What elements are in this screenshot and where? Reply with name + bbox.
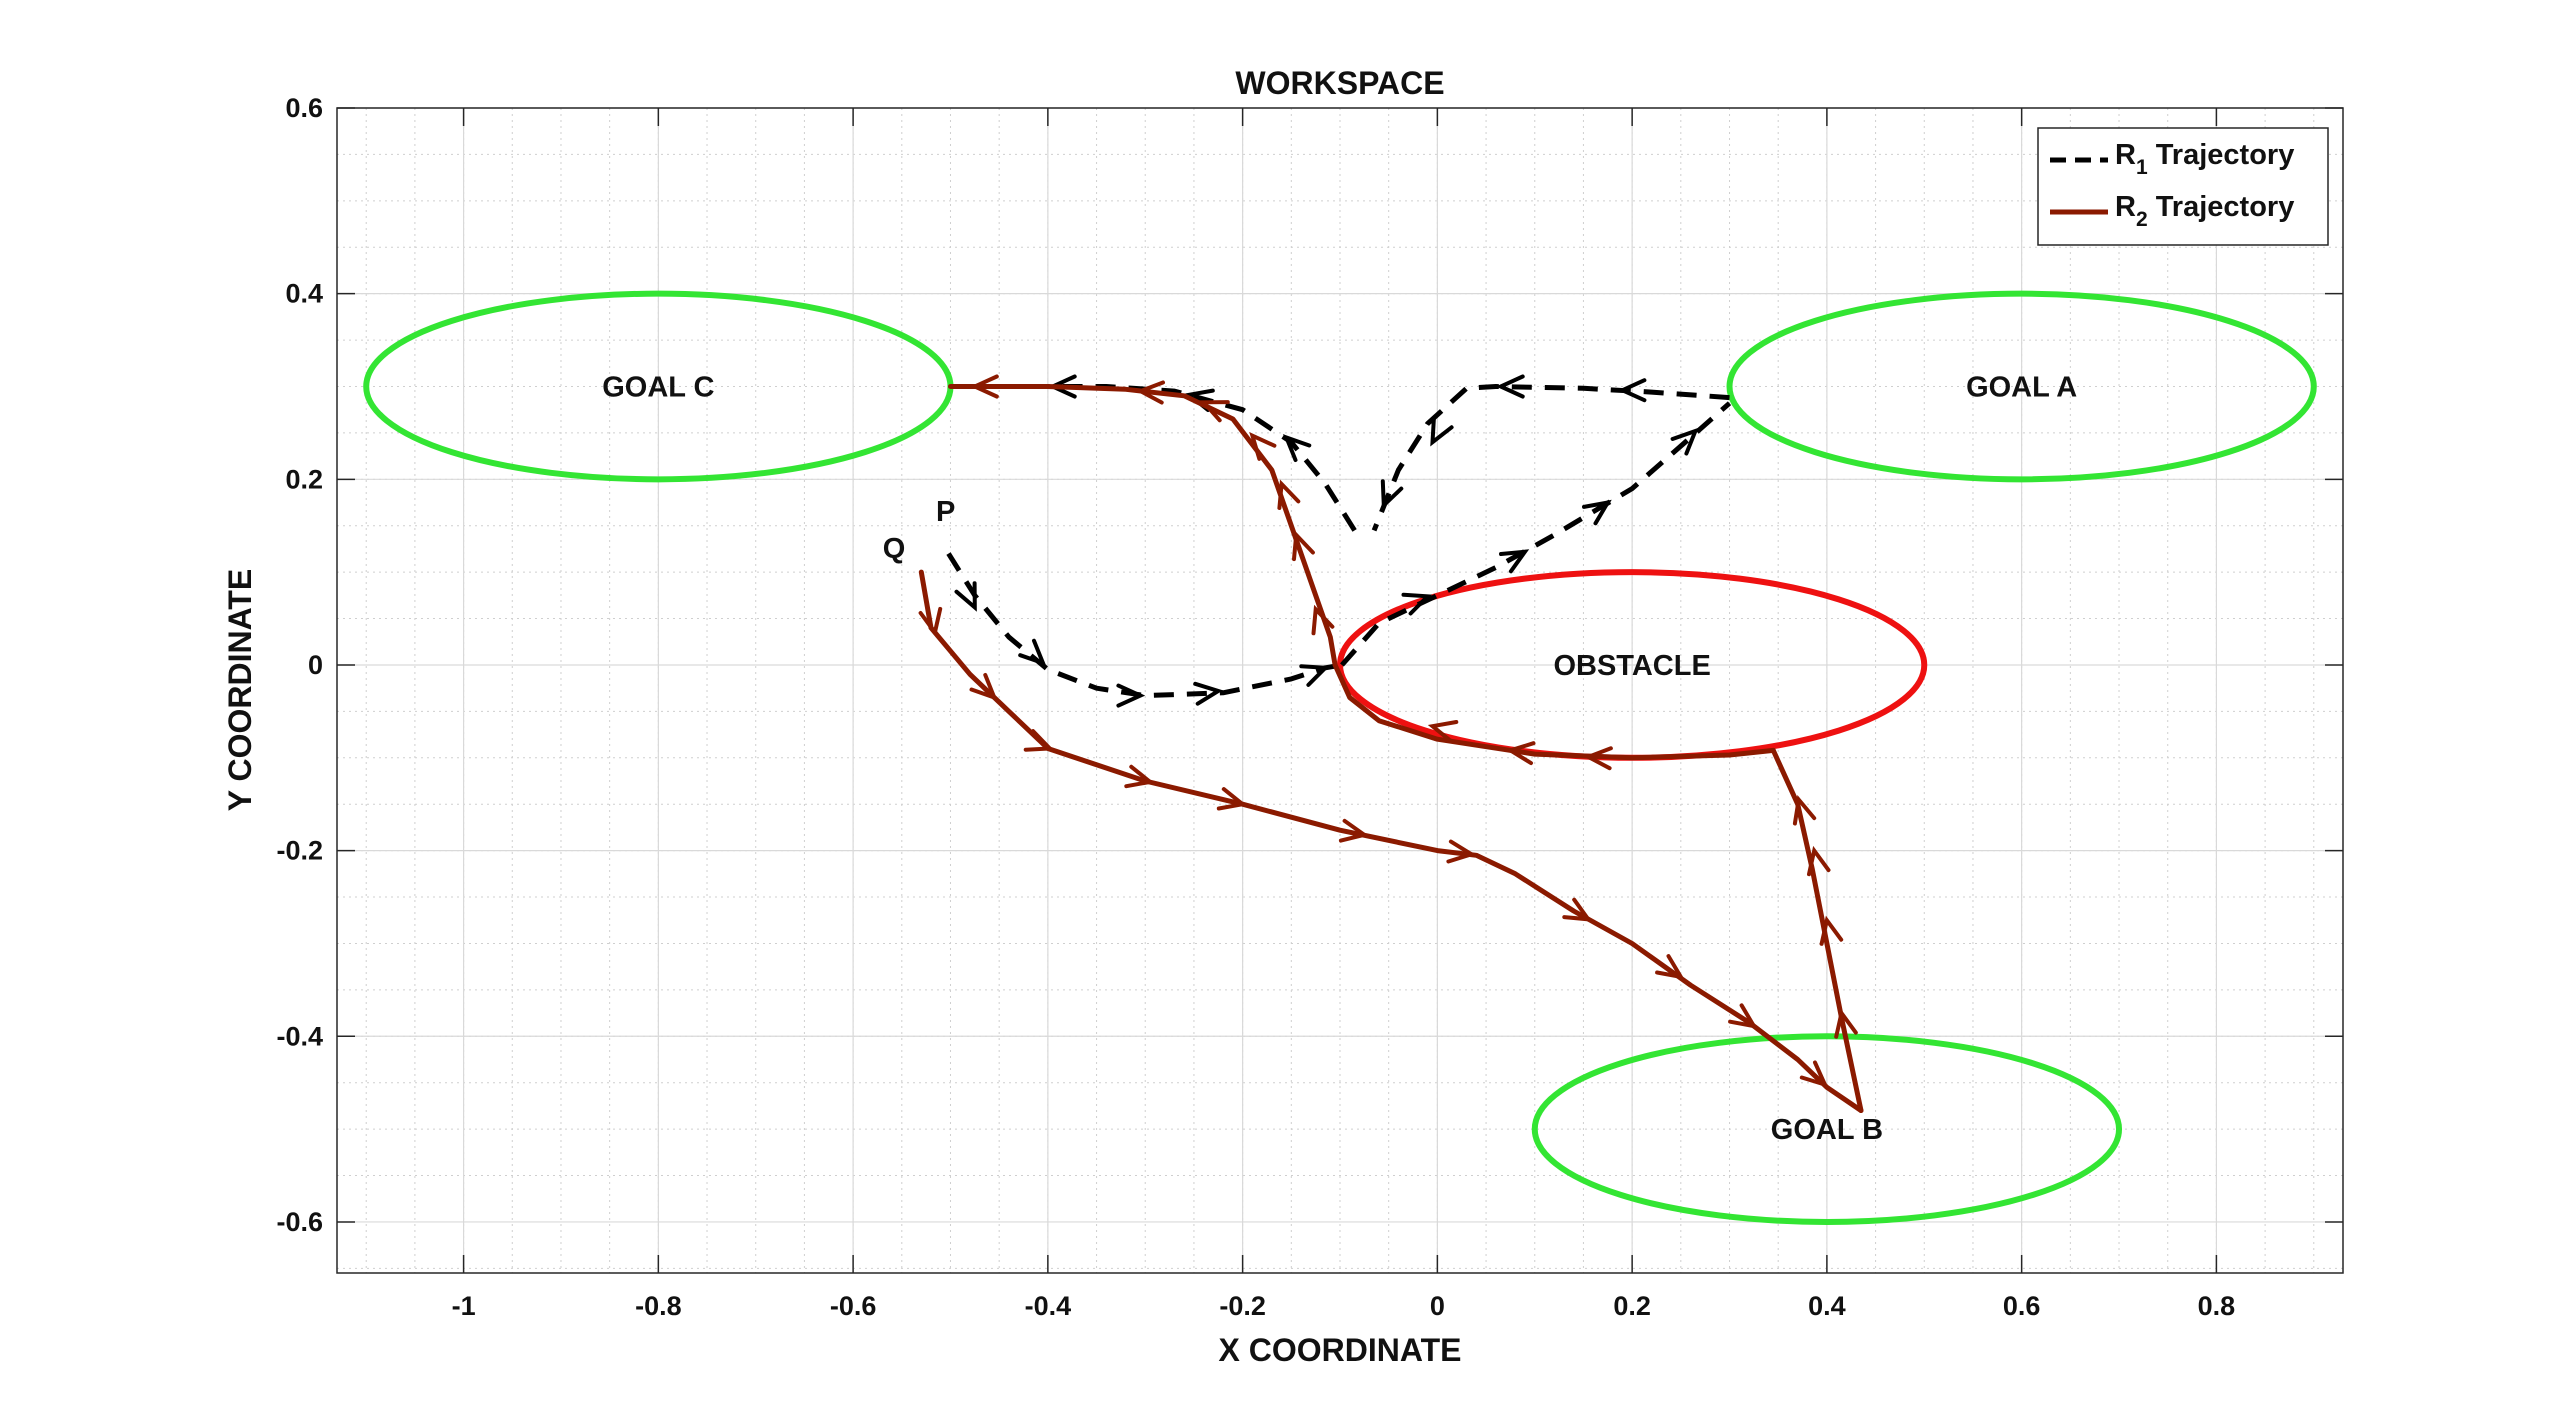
y-tick-label: -0.6: [276, 1207, 323, 1237]
direction-arrow-r1: [1380, 479, 1404, 510]
trajectory-r1-segment: [1371, 384, 1730, 532]
point-label-p: P: [936, 496, 955, 528]
direction-arrow-r2: [1834, 1008, 1858, 1039]
direction-arrow-r1: [1617, 378, 1647, 403]
y-axis-title: Y COORDINATE: [222, 569, 258, 811]
trajectory-r2-segment: [1770, 747, 1864, 1113]
y-tick-label: 0.4: [285, 279, 323, 309]
direction-arrow-r1: [1495, 374, 1525, 399]
direction-arrow-r2: [1807, 845, 1831, 877]
direction-arrow-r2: [969, 673, 998, 701]
trajectory-r1-segment: [946, 552, 1343, 699]
goal-a-region: [1726, 290, 2317, 483]
ticks: [337, 107, 2343, 1273]
legend-r2-sub: 2: [2136, 208, 2148, 231]
goal-c-label: GOAL C: [602, 371, 714, 403]
legend-r1-main: R: [2115, 139, 2136, 171]
x-tick-label: -0.6: [830, 1291, 877, 1321]
direction-arrow-r2: [1583, 746, 1613, 771]
legend-r2-label: R2 Trajectory: [2115, 191, 2294, 231]
direction-arrow-r2: [1728, 1003, 1758, 1029]
trajectory-r2-segment: [1332, 662, 1776, 761]
x-tick-label: -1: [452, 1291, 476, 1321]
direction-arrow-r2: [969, 374, 999, 399]
legend-r2-main: R: [2115, 191, 2136, 223]
x-tick-label: -0.8: [635, 1291, 682, 1321]
x-tick-label: 0.6: [2003, 1291, 2041, 1321]
direction-arrow-r2: [1135, 380, 1165, 405]
chart-title: WORKSPACE: [1235, 65, 1444, 101]
direction-arrow-r1: [954, 581, 977, 612]
plot-frame: [336, 107, 2344, 1274]
direction-arrow-r2: [1311, 604, 1335, 636]
goal-b-region: [1531, 1033, 2123, 1225]
direction-arrow-r2: [918, 606, 943, 638]
x-tick-label: -0.4: [1025, 1291, 1072, 1321]
direction-arrow-r2: [1338, 818, 1370, 843]
direction-arrow-r2: [1277, 479, 1301, 510]
direction-arrow-r2: [1505, 741, 1536, 766]
tick-labels: -1 -0.8 -0.6 -0.4 -0.2 0 0.2 0.4 0.6 0.8 -0.6 -0.4 -…: [276, 93, 2235, 1321]
goal-b-label: GOAL B: [1771, 1114, 1883, 1146]
obstacle-label: OBSTACLE: [1553, 650, 1710, 682]
direction-arrow-r2: [1655, 954, 1685, 980]
direction-arrow-r2: [1023, 729, 1055, 752]
trajectory-r1-segment: [1340, 401, 1732, 667]
point-label-q: Q: [883, 533, 906, 565]
direction-arrow-r2: [1216, 787, 1248, 811]
legend: R1 Trajectory R2 Trajectory: [2037, 127, 2329, 246]
direction-arrow-r2: [1292, 530, 1315, 562]
direction-arrow-r1: [1282, 434, 1312, 462]
direction-arrow-r1: [1401, 592, 1433, 616]
direction-arrow-r1: [1299, 664, 1330, 687]
y-tick-label: 0.6: [285, 93, 323, 123]
x-tick-label: 0.8: [2198, 1291, 2236, 1321]
direction-arrow-r2: [1199, 400, 1230, 423]
y-tick-label: -0.2: [276, 836, 323, 866]
direction-arrow-r2: [1799, 1060, 1829, 1088]
legend-r1-rest: Trajectory: [2148, 139, 2295, 171]
trajectories: [918, 374, 1864, 1113]
x-tick-label: 0: [1430, 1291, 1445, 1321]
point-labels: PQ: [883, 496, 956, 565]
x-tick-label: -0.2: [1219, 1291, 1266, 1321]
direction-arrow-r2: [1819, 915, 1844, 946]
legend-r1-sub: 1: [2136, 156, 2148, 179]
legend-r1-label: R1 Trajectory: [2115, 139, 2294, 179]
direction-arrow-r1: [1018, 638, 1047, 667]
direction-arrow-r2: [1427, 720, 1459, 744]
x-tick-label: 0.4: [1808, 1291, 1846, 1321]
direction-arrow-r1: [1499, 549, 1530, 574]
direction-arrow-r1: [1116, 683, 1146, 708]
direction-arrow-r1: [1670, 427, 1699, 456]
direction-arrow-r2: [1446, 839, 1477, 864]
series-r2: [918, 374, 1864, 1113]
direction-arrow-r2: [1562, 897, 1593, 922]
y-tick-label: 0.2: [285, 464, 323, 494]
direction-arrow-r2: [1124, 764, 1155, 789]
legend-r2-rest: Trajectory: [2148, 191, 2295, 223]
direction-arrow-r1: [1193, 681, 1224, 706]
direction-arrow-r1: [1430, 416, 1454, 447]
x-axis-title: X COORDINATE: [1219, 1332, 1462, 1368]
goal-a-label: GOAL A: [1966, 371, 2077, 403]
x-tick-label: 0.2: [1613, 1291, 1651, 1321]
direction-arrow-r2: [1792, 794, 1817, 826]
legend-box: [2037, 127, 2329, 246]
trajectory-r2-segment: [948, 384, 1338, 668]
direction-arrow-r2: [1249, 432, 1277, 461]
y-tick-label: 0: [308, 650, 323, 680]
y-tick-label: -0.4: [276, 1021, 323, 1051]
direction-arrow-r1: [1582, 499, 1612, 526]
